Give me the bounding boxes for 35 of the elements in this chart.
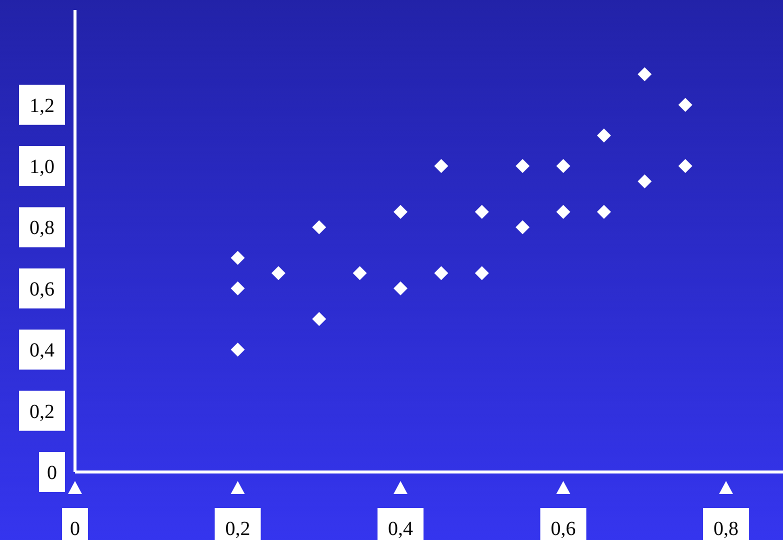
point [434, 266, 448, 280]
point [394, 281, 408, 296]
point [230, 342, 245, 357]
y-tick-label: 0,4 [30, 340, 54, 362]
point [434, 159, 448, 174]
y-tick-label: 0,6 [30, 278, 54, 300]
point [230, 250, 245, 265]
x-tick-label: 0 [70, 518, 80, 540]
point [230, 281, 245, 296]
y-tick-label: 0 [47, 462, 57, 484]
point [596, 204, 611, 219]
x-tick-label: 0,6 [550, 518, 576, 540]
point [638, 67, 652, 82]
point [474, 266, 489, 280]
point [474, 204, 489, 219]
y-tick-label: 1,0 [30, 156, 54, 178]
point [352, 266, 367, 280]
point [638, 174, 652, 188]
y-tick-label: 0,2 [30, 400, 54, 423]
x-tick-label: 0,8 [714, 518, 739, 540]
point [516, 220, 530, 234]
point [516, 159, 530, 174]
point [312, 220, 326, 234]
point [678, 159, 692, 174]
point [678, 98, 692, 112]
point [556, 204, 570, 219]
x-tick-label: 0,4 [388, 518, 414, 540]
x-tick-label: 0,2 [225, 518, 250, 540]
point [271, 266, 286, 280]
point [556, 159, 570, 174]
point [394, 204, 408, 219]
point [312, 312, 326, 326]
point [596, 128, 611, 142]
y-tick-label: 0,8 [30, 217, 54, 240]
y-tick-label: 1,2 [30, 94, 54, 117]
